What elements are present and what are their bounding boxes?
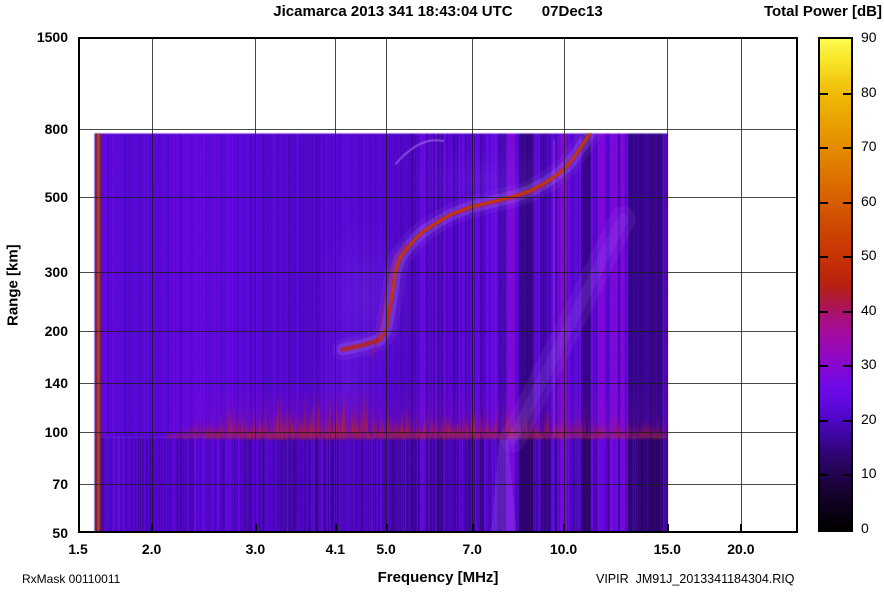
y-gridline (80, 483, 796, 485)
x-tick-label: 1.5 (68, 541, 88, 557)
y-tick-label: 200 (44, 322, 68, 339)
colorbar-tick (843, 419, 851, 422)
plot-title: Jicamarca 2013 341 18:43:04 UTC 07Dec13 (273, 3, 603, 20)
x-tick-label: 10.0 (549, 541, 578, 557)
x-tick-mark (254, 524, 257, 531)
colorbar-title: Total Power [dB] (763, 3, 882, 20)
x-tick-mark (740, 524, 743, 531)
x-tick-label: 15.0 (653, 541, 681, 557)
x-gridline (740, 39, 742, 531)
y-tick-label: 70 (52, 475, 68, 492)
x-gridline (472, 39, 474, 531)
x-tick-mark (471, 524, 474, 531)
y-tick-label: 800 (44, 120, 68, 137)
y-gridline (80, 197, 796, 199)
colorbar-tick (820, 256, 828, 259)
y-tick-label: 140 (44, 374, 68, 391)
x-tick-mark (563, 524, 565, 531)
y-tick-label: 50 (52, 525, 68, 541)
y-tick-label: 300 (44, 263, 68, 280)
colorbar-tick (820, 365, 828, 368)
y-gridline (80, 271, 796, 273)
y-axis-label: Range [km] (4, 244, 22, 326)
x-gridline (667, 39, 669, 531)
colorbar-tick (843, 201, 851, 204)
plot-area (78, 37, 798, 533)
colorbar-tick (843, 147, 851, 150)
colorbar-tick (843, 474, 851, 477)
x-gridline (563, 39, 565, 531)
x-tick-label: 5.0 (376, 541, 396, 557)
colorbar-tick-label: 60 (861, 192, 877, 209)
y-tick-label: 500 (44, 189, 68, 206)
colorbar-tick-label: 90 (861, 29, 877, 45)
y-gridline (80, 382, 796, 384)
x-tick-label: 4.1 (325, 541, 346, 557)
x-tick-mark (385, 524, 388, 531)
colorbar-tick (820, 92, 828, 95)
y-tick-label: 100 (44, 423, 68, 440)
x-tick-label: 7.0 (462, 541, 482, 557)
colorbar-tick (820, 474, 828, 477)
colorbar-tick (820, 147, 828, 150)
y-gridline (80, 431, 796, 433)
ionogram-canvas (80, 39, 796, 531)
colorbar-tick (820, 419, 828, 422)
x-tick-label: 20.0 (727, 541, 755, 557)
colorbar-gradient (820, 39, 851, 530)
colorbar-tick (820, 310, 828, 313)
colorbar-tick-label: 40 (861, 301, 877, 318)
colorbar-tick (843, 365, 851, 368)
file-id-label: VIPIR JM91J_2013341184304.RIQ (596, 572, 795, 586)
colorbar-tick-label: 80 (861, 83, 877, 100)
colorbar-tick-label: 10 (861, 465, 877, 482)
x-axis-label: Frequency [MHz] (377, 569, 499, 586)
x-gridline (151, 39, 153, 531)
colorbar-tick-label: 20 (861, 410, 877, 427)
x-gridline (386, 39, 388, 531)
colorbar (818, 37, 853, 532)
y-gridline (80, 330, 796, 332)
y-gridline (80, 128, 796, 130)
x-tick-label: 3.0 (245, 541, 266, 557)
x-tick-mark (666, 524, 669, 531)
y-tick-label: 1500 (36, 29, 68, 45)
colorbar-tick-label: 50 (861, 247, 877, 264)
colorbar-tick-label: 0 (861, 520, 869, 536)
colorbar-tick (843, 256, 851, 259)
colorbar-tick-label: 30 (861, 356, 877, 373)
colorbar-tick (843, 310, 851, 313)
x-tick-mark (151, 524, 154, 531)
x-gridline (335, 39, 337, 531)
x-tick-mark (334, 524, 337, 531)
rx-mask-label: RxMask 00110011 (22, 572, 121, 586)
colorbar-tick (843, 92, 851, 95)
x-tick-label: 2.0 (141, 541, 162, 557)
x-gridline (255, 39, 257, 531)
colorbar-tick-label: 70 (861, 138, 877, 155)
colorbar-tick (820, 201, 828, 204)
